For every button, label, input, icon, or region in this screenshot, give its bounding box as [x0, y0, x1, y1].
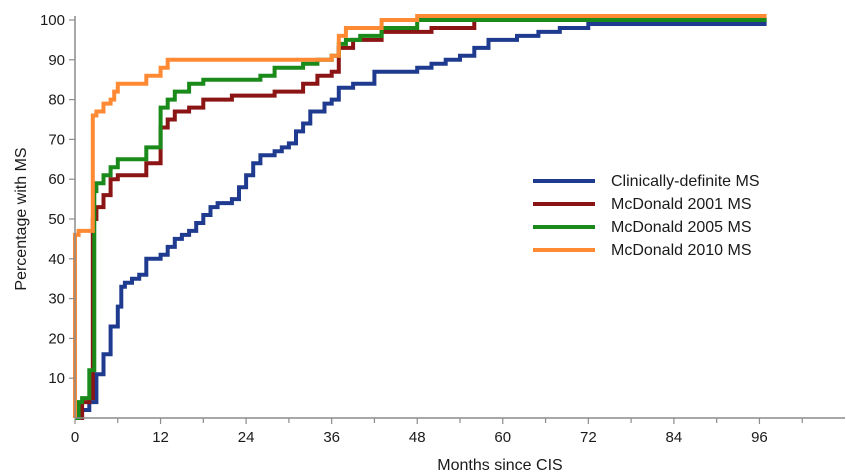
- y-tick-label: 50: [48, 211, 65, 228]
- y-ticks: 10 20 30 40 50 60 70 80 90 100: [40, 12, 75, 387]
- y-tick-label: 30: [48, 291, 65, 308]
- y-tick-label: 100: [40, 12, 65, 29]
- series-layer: [73, 14, 767, 420]
- series-line: [75, 18, 767, 420]
- x-tick-label: 48: [409, 429, 426, 446]
- x-tick-label: 24: [238, 429, 255, 446]
- axes-layer: [74, 16, 845, 419]
- y-axis-label: Percentage with MS: [13, 147, 30, 290]
- legend-label: McDonald 2001 MS: [611, 196, 752, 213]
- x-ticks: 0 12 24 36 48 60 72 84 96: [71, 418, 803, 446]
- x-tick-label: 60: [494, 429, 511, 446]
- y-tick-label: 10: [48, 370, 65, 387]
- legend-label: McDonald 2010 MS: [611, 242, 752, 259]
- series-line: [75, 22, 767, 420]
- x-tick-label: 36: [323, 429, 340, 446]
- y-tick-label: 20: [48, 330, 65, 347]
- x-tick-label: 96: [751, 429, 768, 446]
- y-tick-label: 40: [48, 251, 65, 268]
- legend-label: Clinically-definite MS: [611, 173, 760, 190]
- legend-label: McDonald 2005 MS: [611, 219, 752, 236]
- y-tick-label: 60: [48, 171, 65, 188]
- x-tick-label: 72: [580, 429, 597, 446]
- y-tick-label: 90: [48, 52, 65, 69]
- series-line: [73, 14, 767, 418]
- x-tick-label: 84: [666, 429, 683, 446]
- x-axis-label: Months since CIS: [437, 457, 562, 473]
- y-tick-label: 70: [48, 131, 65, 148]
- y-tick-label: 80: [48, 92, 65, 109]
- x-tick-label: 0: [71, 429, 79, 446]
- legend: Clinically-definite MS McDonald 2001 MS Mc…: [533, 173, 760, 259]
- x-tick-label: 12: [152, 429, 169, 446]
